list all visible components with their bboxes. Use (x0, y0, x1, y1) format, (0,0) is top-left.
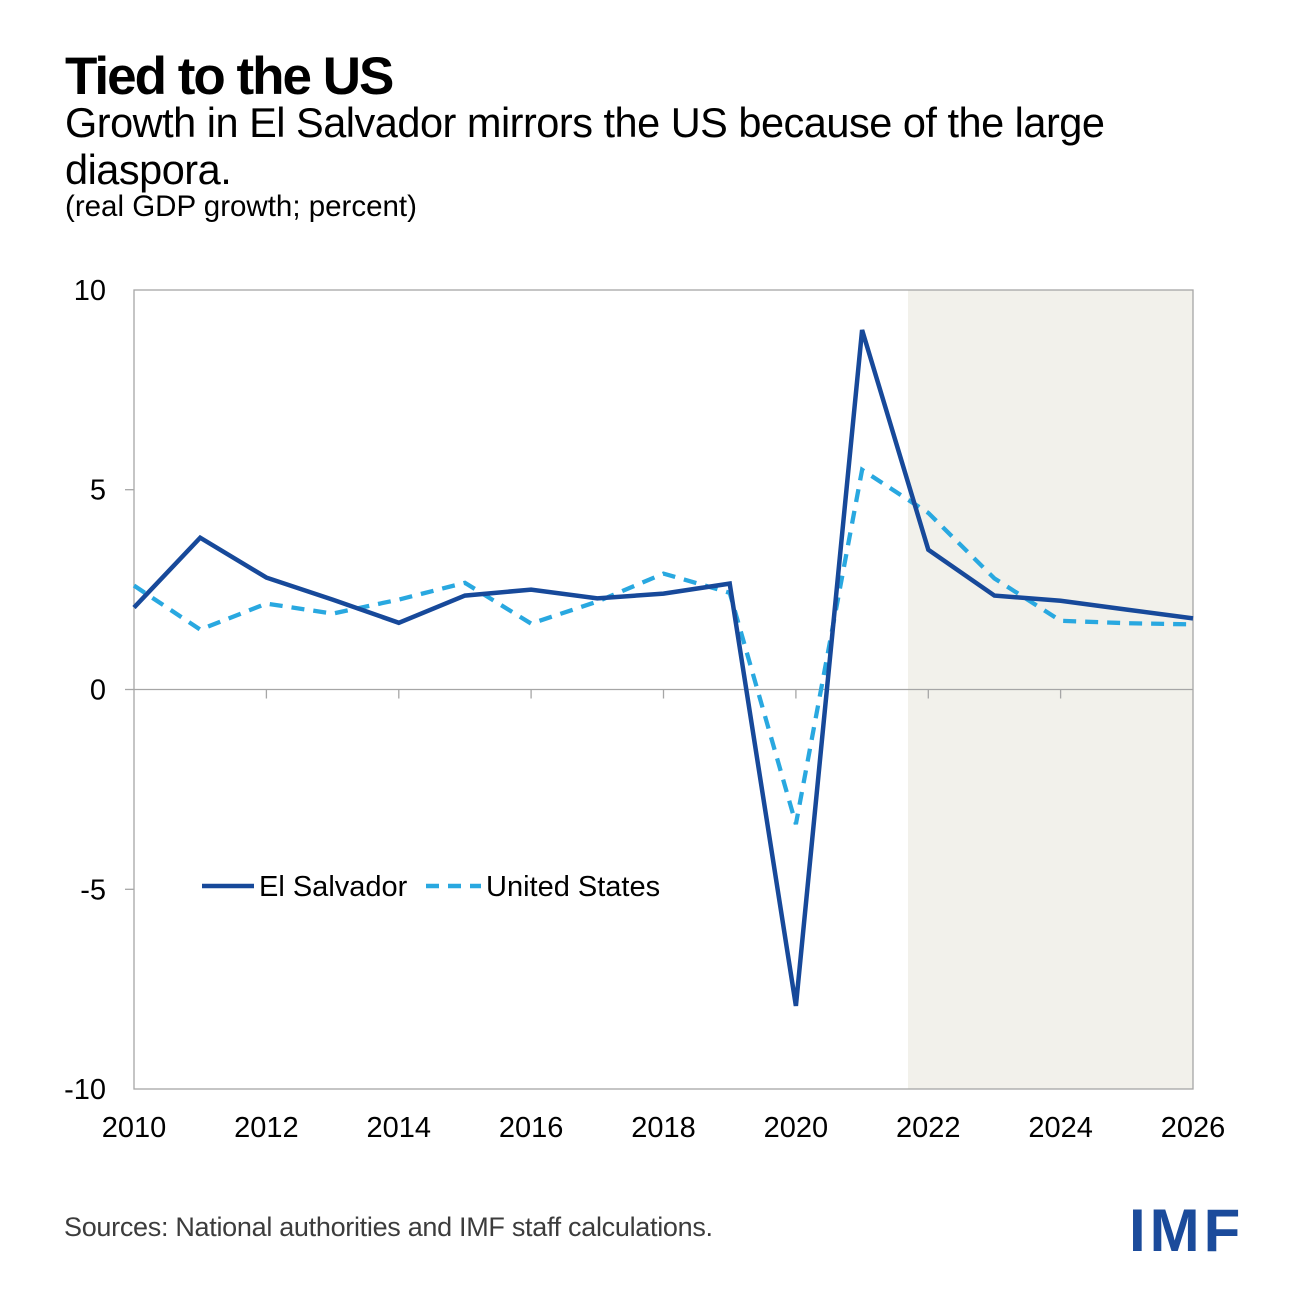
svg-text:10: 10 (74, 275, 106, 307)
svg-text:2012: 2012 (234, 1112, 299, 1144)
svg-text:United States: United States (486, 871, 660, 903)
svg-text:2018: 2018 (631, 1112, 696, 1144)
svg-text:2010: 2010 (102, 1112, 167, 1144)
svg-text:2014: 2014 (367, 1112, 432, 1144)
svg-text:2020: 2020 (764, 1112, 829, 1144)
svg-text:5: 5 (90, 475, 106, 507)
svg-text:El Salvador: El Salvador (259, 871, 408, 903)
svg-text:2024: 2024 (1028, 1112, 1093, 1144)
svg-text:2022: 2022 (896, 1112, 961, 1144)
svg-text:-5: -5 (80, 874, 106, 906)
svg-text:2016: 2016 (499, 1112, 564, 1144)
svg-text:2026: 2026 (1161, 1112, 1226, 1144)
svg-text:-10: -10 (64, 1074, 106, 1106)
svg-text:0: 0 (90, 675, 106, 707)
